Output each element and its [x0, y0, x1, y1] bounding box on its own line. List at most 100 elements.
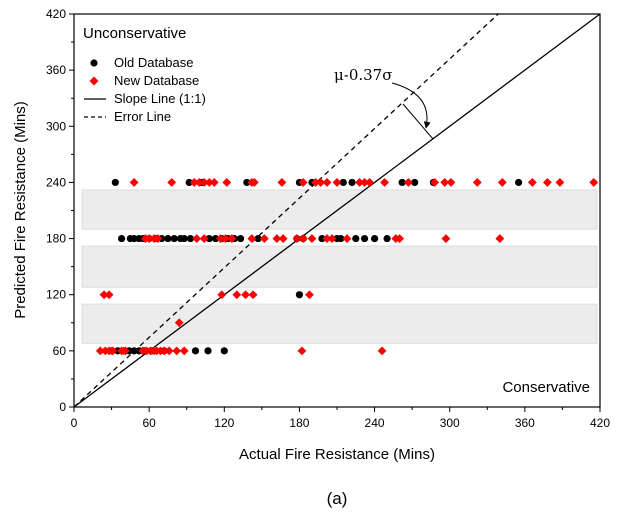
new-database-point	[179, 346, 189, 356]
new-database-point	[589, 178, 599, 187]
old-database-point	[170, 234, 178, 243]
old-database-point	[295, 291, 304, 299]
x-tick-label: 60	[142, 416, 156, 430]
new-database-point	[204, 178, 214, 187]
new-database-point	[199, 178, 209, 187]
new-database-point	[216, 234, 225, 243]
new-database-point	[543, 178, 552, 187]
shaded-band-2	[81, 245, 598, 288]
new-database-point	[311, 178, 321, 187]
new-database-point	[189, 178, 199, 187]
new-database-point	[278, 234, 288, 243]
x-tick-label: 180	[289, 416, 309, 430]
old-database-point	[339, 178, 347, 187]
conservative-label: Conservative	[502, 379, 590, 396]
new-database-point	[307, 234, 317, 243]
new-database-point	[342, 234, 352, 243]
new-database-point	[209, 178, 219, 187]
new-database-point	[167, 178, 177, 187]
y-tick-label: 60	[53, 344, 67, 358]
old-database-point	[186, 234, 195, 243]
y-tick-label: 180	[46, 232, 66, 246]
new-database-point	[441, 234, 451, 243]
old-database-point	[243, 178, 251, 187]
x-tick-label: 360	[515, 416, 535, 430]
new-database-point	[164, 346, 174, 356]
new-database-point	[194, 178, 204, 187]
old-database-point	[514, 178, 523, 187]
new-database-point	[174, 318, 184, 328]
new-database-point	[232, 290, 242, 300]
x-tick-label: 240	[365, 416, 385, 430]
old-database-point	[117, 234, 126, 243]
y-tick-label: 420	[46, 7, 66, 21]
y-tick-label: 300	[46, 119, 66, 133]
new-database-point	[217, 290, 227, 300]
new-database-point	[395, 234, 405, 243]
old-database-point	[337, 234, 345, 243]
old-database-point	[191, 347, 200, 355]
new-database-point	[403, 178, 413, 187]
new-database-point	[322, 178, 332, 187]
old-database-point	[236, 234, 245, 243]
new-database-point	[322, 234, 332, 243]
old-database-point	[254, 234, 262, 243]
old-database-point	[111, 178, 119, 187]
y-tick-label: 240	[46, 175, 66, 189]
old-database-point	[318, 234, 326, 243]
new-database-point	[316, 178, 326, 187]
shaded-band-3	[81, 303, 598, 344]
new-database-point	[380, 178, 389, 187]
new-database-point	[247, 234, 257, 243]
new-database-point	[292, 234, 302, 243]
old-database-point	[130, 347, 138, 355]
old-database-point	[211, 234, 220, 243]
legend-label-slope-line: Slope Line (1:1)	[114, 91, 206, 106]
new-database-point	[221, 234, 230, 243]
shaded-bands	[81, 189, 598, 344]
old-database-point	[411, 178, 419, 187]
new-database-point	[495, 234, 505, 243]
x-tick-label: 120	[214, 416, 234, 430]
legend-label-error-line: Error Line	[114, 109, 171, 124]
new-database-point	[241, 290, 250, 300]
new-database-point	[199, 234, 209, 243]
annotation-arrow	[391, 82, 431, 129]
new-database-point	[298, 178, 308, 187]
new-database-point	[555, 178, 565, 187]
legend-label-new-database: New Database	[114, 73, 199, 88]
new-database-point	[248, 290, 258, 300]
old-database-point	[205, 234, 213, 243]
legend-marker-new-database	[89, 76, 99, 86]
x-tick-label: 0	[71, 416, 78, 430]
new-database-point	[440, 178, 450, 187]
new-database-point	[355, 178, 364, 187]
new-database-point	[108, 346, 118, 356]
shaded-band-1	[81, 189, 598, 230]
old-database-point	[164, 234, 172, 243]
new-database-point	[298, 234, 308, 243]
x-tick-label: 300	[440, 416, 460, 430]
old-database-point	[185, 178, 193, 187]
new-database-point	[159, 346, 169, 356]
data-points	[95, 178, 599, 356]
old-database-point	[398, 178, 406, 187]
new-database-point	[272, 234, 282, 243]
axis-ticks: 0 60 120 180 240 300 360 420 0 60 120 180 240 300 360 4…	[46, 7, 610, 430]
old-database-point	[220, 347, 228, 355]
figure-caption: (a)	[327, 489, 348, 508]
new-database-point	[222, 178, 232, 187]
legend: Old Database New Database Slope Line (1:…	[84, 55, 206, 124]
unconservative-label: Unconservative	[83, 25, 186, 42]
old-database-point	[130, 234, 138, 243]
new-database-point	[227, 234, 237, 243]
new-database-point	[527, 178, 537, 187]
sigma-annotation: μ-0.37σ	[334, 66, 434, 140]
old-database-point	[348, 178, 356, 187]
new-database-point	[365, 178, 374, 187]
new-database-point	[172, 346, 182, 356]
new-database-point	[446, 178, 456, 187]
legend-marker-old-database	[90, 59, 98, 67]
reference-lines	[74, 14, 600, 407]
